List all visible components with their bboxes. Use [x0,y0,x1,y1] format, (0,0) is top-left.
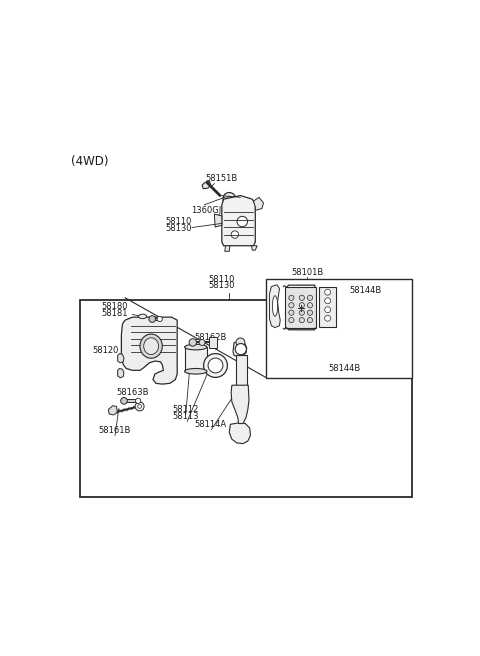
Text: 58180: 58180 [102,302,128,311]
Circle shape [299,310,304,316]
Text: 58163B: 58163B [128,322,161,331]
Polygon shape [108,405,117,415]
Text: 58113: 58113 [172,411,199,420]
Text: (4WD): (4WD) [71,155,108,167]
Circle shape [289,295,294,300]
Circle shape [307,302,312,308]
Circle shape [307,295,312,300]
Circle shape [324,289,331,295]
Text: 58151B: 58151B [205,174,237,183]
Text: 58163B: 58163B [117,388,149,397]
Circle shape [289,318,294,323]
Ellipse shape [273,296,277,316]
Circle shape [324,307,331,313]
Bar [185,347,207,371]
Circle shape [324,298,331,304]
Polygon shape [222,195,255,246]
Polygon shape [121,317,177,384]
Circle shape [149,316,156,322]
Bar [266,279,411,378]
Circle shape [199,339,205,346]
Circle shape [223,192,236,205]
Polygon shape [229,422,251,443]
Circle shape [236,338,245,347]
Circle shape [307,318,312,323]
Text: 58181: 58181 [102,308,128,318]
Bar [285,287,315,327]
Polygon shape [225,246,230,251]
Circle shape [227,196,232,201]
Polygon shape [202,181,211,189]
Circle shape [157,316,162,321]
Polygon shape [252,246,257,250]
Circle shape [208,358,223,373]
Circle shape [135,398,141,403]
Circle shape [299,295,304,300]
Bar [209,337,217,348]
Text: 58161B: 58161B [98,426,130,435]
Text: 58162B: 58162B [195,333,227,342]
Text: 58112: 58112 [172,405,199,414]
Circle shape [324,316,331,321]
Circle shape [289,302,294,308]
Text: 58144B: 58144B [329,364,361,373]
Polygon shape [253,197,264,211]
Ellipse shape [185,369,207,374]
Circle shape [120,398,127,404]
Ellipse shape [140,334,162,358]
Text: 58114A: 58114A [195,420,227,429]
Ellipse shape [144,338,158,354]
Text: 1360GJ: 1360GJ [191,205,221,215]
Bar [152,318,159,320]
Text: 58110: 58110 [165,217,192,226]
Circle shape [231,231,239,238]
Text: 58130: 58130 [208,281,235,291]
Text: 58110: 58110 [208,275,234,283]
Polygon shape [233,342,247,357]
Polygon shape [269,285,280,327]
Polygon shape [215,214,222,227]
Ellipse shape [139,314,147,319]
Bar [124,400,139,402]
Circle shape [204,354,228,377]
Polygon shape [231,385,249,424]
Circle shape [307,310,312,316]
Circle shape [299,302,304,308]
Text: 58120: 58120 [93,346,119,355]
Circle shape [299,318,304,323]
Text: 58101B: 58101B [291,268,324,277]
Polygon shape [118,354,124,363]
Polygon shape [118,369,124,378]
Ellipse shape [185,344,207,350]
Circle shape [235,344,246,355]
Circle shape [138,405,142,408]
Circle shape [135,402,144,411]
Circle shape [237,216,248,227]
Circle shape [289,310,294,316]
Text: 58130: 58130 [165,224,192,233]
Bar [319,287,336,327]
Circle shape [189,338,196,346]
Bar [236,356,247,387]
Text: 58144B: 58144B [349,286,381,295]
Bar [81,300,411,497]
